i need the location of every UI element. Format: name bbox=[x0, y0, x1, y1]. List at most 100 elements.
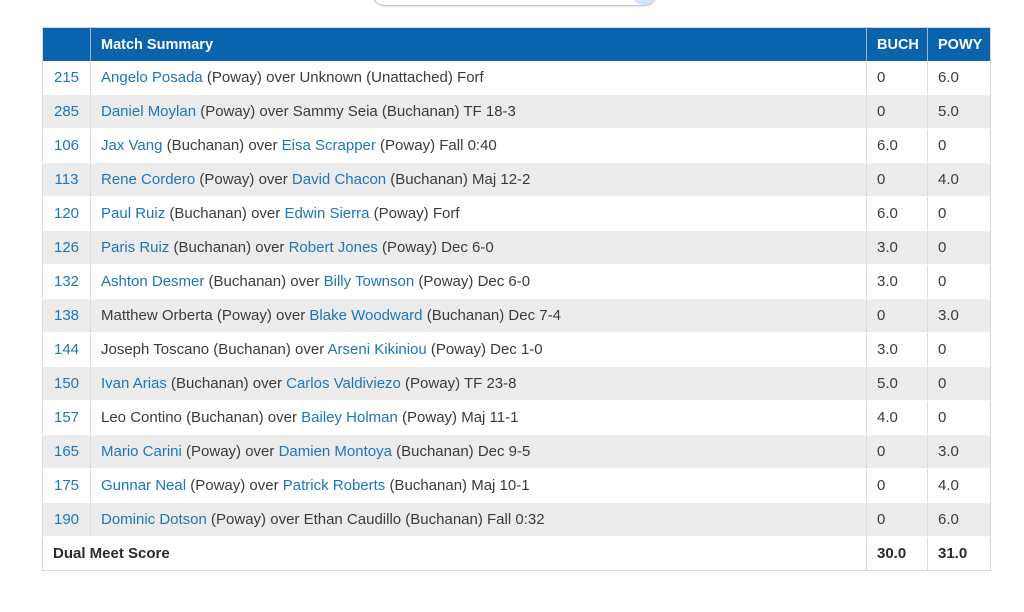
buch-points: 0 bbox=[866, 61, 928, 95]
wrestler-link[interactable]: Rene Cordero bbox=[101, 171, 196, 188]
summary-text: (Buchanan) over bbox=[169, 239, 289, 256]
buch-points: 0 bbox=[866, 94, 928, 129]
wrestler-link[interactable]: Paul Ruiz bbox=[101, 205, 166, 222]
buch-points: 0 bbox=[866, 468, 928, 503]
summary-text: (Poway) TF 23-8 bbox=[400, 375, 517, 392]
summary-text: (Poway) Fall 0:40 bbox=[375, 137, 497, 154]
summary-text: (Poway) Forf bbox=[369, 205, 460, 222]
buch-points: 4.0 bbox=[866, 400, 928, 435]
wrestler-link[interactable]: Gunnar Neal bbox=[101, 477, 187, 494]
wrestler-link[interactable]: Angelo Posada bbox=[101, 69, 203, 86]
powy-points: 5.0 bbox=[927, 94, 991, 129]
buch-points: 3.0 bbox=[866, 264, 928, 299]
summary-text: (Buchanan) over bbox=[165, 205, 285, 222]
summary-text: (Poway) over bbox=[195, 171, 292, 188]
wrestler-link[interactable]: Ivan Arias bbox=[101, 375, 167, 392]
summary-text: (Poway) over Sammy Seia (Buchanan) TF 18… bbox=[196, 103, 516, 120]
wrestler-link[interactable]: Ashton Desmer bbox=[101, 273, 205, 290]
powy-points: 6.0 bbox=[927, 61, 991, 95]
buch-points: 0 bbox=[866, 298, 928, 333]
summary-text: (Poway) over bbox=[186, 477, 283, 494]
dual-meet-score-row: Dual Meet Score 30.0 31.0 bbox=[42, 536, 991, 571]
wrestler-link[interactable]: Jax Vang bbox=[101, 137, 163, 154]
match-number-link[interactable]: 165 bbox=[53, 443, 80, 460]
match-summary-cell: Paul Ruiz (Buchanan) over Edwin Sierra (… bbox=[90, 196, 867, 231]
summary-text: (Poway) over bbox=[181, 443, 279, 460]
match-summary-cell: Ashton Desmer (Buchanan) over Billy Town… bbox=[90, 264, 867, 299]
match-number-link[interactable]: 113 bbox=[54, 171, 79, 188]
powy-points: 0 bbox=[927, 128, 991, 163]
match-number-link[interactable]: 138 bbox=[53, 307, 80, 324]
wrestler-link[interactable]: Robert Jones bbox=[288, 239, 378, 256]
wrestler-link[interactable]: Carlos Valdiviezo bbox=[286, 375, 401, 392]
wrestler-link[interactable]: Arseni Kikiniou bbox=[327, 341, 427, 358]
wrestler-link[interactable]: Edwin Sierra bbox=[284, 205, 370, 222]
table-row: 113 Rene Cordero (Poway) over David Chac… bbox=[42, 162, 991, 197]
buch-points: 6.0 bbox=[866, 128, 928, 163]
powy-points: 3.0 bbox=[927, 298, 991, 333]
match-number-link[interactable]: 106 bbox=[53, 137, 80, 154]
dual-meet-score-label: Dual Meet Score bbox=[42, 536, 867, 571]
table-row: 132 Ashton Desmer (Buchanan) over Billy … bbox=[42, 264, 991, 299]
summary-text: Matthew Orberta (Poway) over bbox=[101, 307, 310, 324]
powy-points: 0 bbox=[927, 400, 991, 435]
summary-text: (Poway) over Ethan Caudillo (Buchanan) F… bbox=[206, 511, 545, 528]
wrestler-link[interactable]: Damien Montoya bbox=[278, 443, 392, 460]
buch-points: 3.0 bbox=[866, 230, 928, 265]
header-match-summary: Match Summary bbox=[90, 27, 867, 61]
wrestler-link[interactable]: David Chacon bbox=[291, 171, 387, 188]
match-number-link[interactable]: 132 bbox=[53, 273, 80, 290]
match-number-link[interactable]: 285 bbox=[53, 103, 80, 120]
table-row: 150 Ivan Arias (Buchanan) over Carlos Va… bbox=[42, 366, 991, 401]
wrestler-link[interactable]: Bailey Holman bbox=[301, 409, 398, 426]
match-number-link[interactable]: 190 bbox=[53, 511, 80, 528]
header-row: Match Summary BUCH POWY bbox=[42, 27, 991, 61]
powy-points: 3.0 bbox=[927, 434, 991, 469]
table-row: 157 Leo Contino (Buchanan) over Bailey H… bbox=[42, 400, 991, 435]
summary-text: (Poway) Dec 1-0 bbox=[426, 341, 543, 358]
match-summary-table: Match Summary BUCH POWY 215 Angelo Posad… bbox=[42, 27, 991, 571]
match-summary-cell: Leo Contino (Buchanan) over Bailey Holma… bbox=[90, 400, 867, 435]
header-powy: POWY bbox=[927, 27, 991, 61]
wrestler-link[interactable]: Mario Carini bbox=[101, 443, 182, 460]
match-summary-cell: Jax Vang (Buchanan) over Eisa Scrapper (… bbox=[90, 128, 867, 163]
summary-text: (Poway) Dec 6-0 bbox=[377, 239, 494, 256]
wrestler-link[interactable]: Eisa Scrapper bbox=[281, 137, 376, 154]
wrestler-link[interactable]: Billy Townson bbox=[323, 273, 415, 290]
table-row: 190 Dominic Dotson (Poway) over Ethan Ca… bbox=[42, 502, 991, 537]
match-summary-cell: Matthew Orberta (Poway) over Blake Woodw… bbox=[90, 298, 867, 333]
summary-text: (Poway) over Unknown (Unattached) Forf bbox=[202, 69, 484, 86]
buch-points: 0 bbox=[866, 162, 928, 197]
summary-text: (Buchanan) Dec 7-4 bbox=[422, 307, 561, 324]
powy-points: 0 bbox=[927, 264, 991, 299]
match-number-link[interactable]: 175 bbox=[53, 477, 80, 494]
match-number-link[interactable]: 126 bbox=[53, 239, 80, 256]
wrestler-link[interactable]: Paris Ruiz bbox=[101, 239, 170, 256]
search-input[interactable] bbox=[371, 0, 658, 6]
match-summary-cell: Dominic Dotson (Poway) over Ethan Caudil… bbox=[90, 502, 867, 537]
summary-text: Joseph Toscano (Buchanan) over bbox=[101, 341, 328, 358]
wrestler-link[interactable]: Daniel Moylan bbox=[101, 103, 197, 120]
match-summary-cell: Mario Carini (Poway) over Damien Montoya… bbox=[90, 434, 867, 469]
match-number-link[interactable]: 144 bbox=[53, 341, 80, 358]
powy-points: 4.0 bbox=[927, 162, 991, 197]
match-number-link[interactable]: 150 bbox=[53, 375, 80, 392]
summary-text: (Poway) Maj 11-1 bbox=[397, 409, 519, 426]
match-summary-cell: Rene Cordero (Poway) over David Chacon (… bbox=[90, 162, 867, 197]
search-icon[interactable] bbox=[632, 0, 655, 5]
wrestler-link[interactable]: Dominic Dotson bbox=[101, 511, 207, 528]
summary-text: Leo Contino (Buchanan) over bbox=[101, 409, 302, 426]
wrestler-link[interactable]: Blake Woodward bbox=[309, 307, 423, 324]
buch-points: 0 bbox=[866, 434, 928, 469]
summary-text: (Buchanan) Dec 9-5 bbox=[391, 443, 531, 460]
table-row: 144 Joseph Toscano (Buchanan) over Arsen… bbox=[42, 332, 991, 367]
match-summary-cell: Gunnar Neal (Poway) over Patrick Roberts… bbox=[90, 468, 867, 503]
wrestler-link[interactable]: Patrick Roberts bbox=[282, 477, 386, 494]
match-summary-cell: Joseph Toscano (Buchanan) over Arseni Ki… bbox=[90, 332, 867, 367]
header-match-number bbox=[42, 27, 91, 61]
match-number-link[interactable]: 120 bbox=[53, 205, 80, 222]
match-number-link[interactable]: 157 bbox=[53, 409, 80, 426]
table-row: 285 Daniel Moylan (Poway) over Sammy Sei… bbox=[42, 94, 991, 129]
match-number-link[interactable]: 215 bbox=[53, 69, 80, 86]
table-row: 138 Matthew Orberta (Poway) over Blake W… bbox=[42, 298, 991, 333]
